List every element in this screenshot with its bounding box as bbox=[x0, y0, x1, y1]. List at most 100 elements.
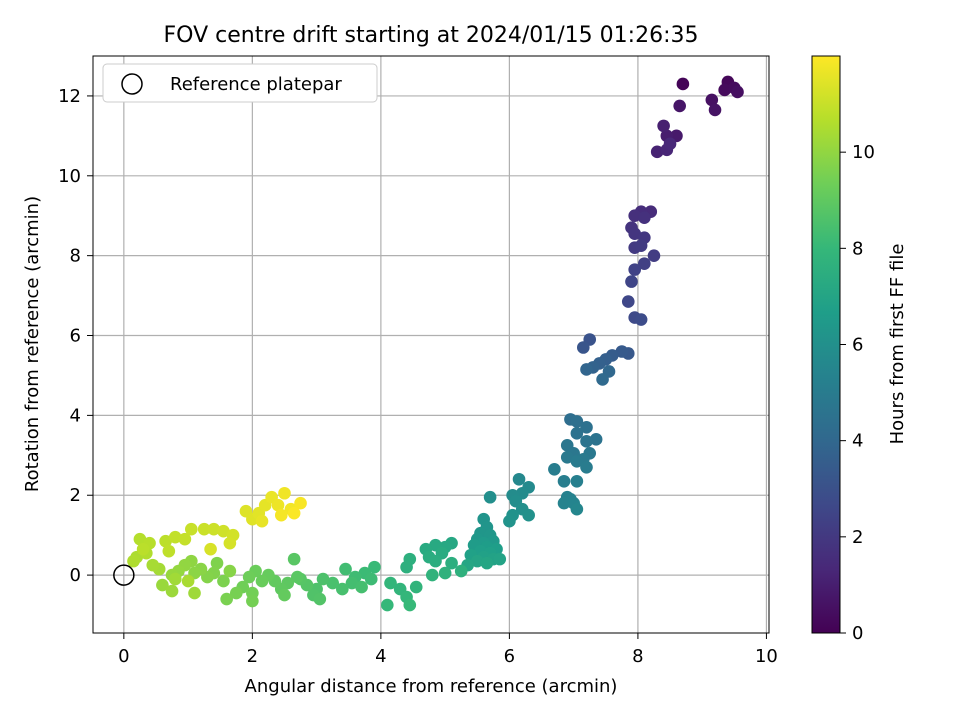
data-point bbox=[181, 574, 195, 588]
data-point bbox=[168, 572, 182, 586]
data-point bbox=[570, 502, 584, 516]
data-point bbox=[133, 532, 147, 546]
x-tick-label: 6 bbox=[504, 646, 515, 667]
data-point bbox=[188, 586, 201, 600]
data-point bbox=[223, 536, 237, 550]
data-point bbox=[204, 542, 217, 556]
data-point bbox=[210, 556, 224, 570]
data-point bbox=[570, 454, 584, 468]
data-point bbox=[708, 103, 722, 117]
x-axis-ticks: 0 2 4 6 8 10 bbox=[118, 633, 778, 667]
data-point bbox=[217, 524, 230, 538]
data-point bbox=[278, 588, 291, 602]
colorbar-tick-label: 4 bbox=[852, 431, 863, 452]
legend: Reference platepar bbox=[102, 63, 378, 103]
data-point bbox=[156, 578, 169, 592]
data-point bbox=[185, 522, 198, 536]
data-point bbox=[628, 263, 641, 276]
y-axis-label: Rotation from reference (arcmin) bbox=[22, 196, 43, 492]
y-tick-label: 2 bbox=[70, 485, 81, 506]
data-point bbox=[557, 474, 571, 488]
reference-platepar-marker bbox=[113, 564, 135, 586]
colorbar: 0 2 4 6 8 10 Hours from first FF file bbox=[811, 55, 908, 644]
data-point bbox=[580, 363, 593, 376]
data-point bbox=[718, 83, 731, 97]
data-point bbox=[647, 249, 661, 262]
data-point bbox=[493, 552, 507, 566]
plot-frame bbox=[92, 55, 770, 634]
legend-entry-label: Reference platepar bbox=[170, 74, 342, 95]
data-point bbox=[178, 532, 192, 546]
data-point bbox=[381, 598, 394, 612]
data-point bbox=[596, 373, 609, 386]
data-point bbox=[663, 137, 677, 151]
x-tick-label: 0 bbox=[118, 646, 129, 667]
data-point bbox=[242, 570, 256, 584]
data-point bbox=[336, 582, 349, 596]
y-axis-ticks: 0 2 4 6 8 10 12 bbox=[58, 86, 93, 586]
data-point bbox=[589, 433, 603, 446]
data-point bbox=[384, 576, 397, 590]
data-point bbox=[676, 77, 690, 91]
data-point bbox=[570, 427, 584, 440]
x-tick-label: 2 bbox=[247, 646, 258, 667]
data-point bbox=[650, 145, 664, 159]
y-tick-label: 8 bbox=[70, 246, 81, 267]
data-point bbox=[294, 496, 307, 510]
data-point bbox=[580, 435, 593, 448]
legend-marker-icon bbox=[121, 73, 143, 95]
colorbar-tick-label: 6 bbox=[852, 335, 863, 356]
colorbar-tick-label: 8 bbox=[852, 238, 863, 259]
colorbar-gradient bbox=[811, 55, 841, 634]
data-point bbox=[673, 99, 686, 113]
chart-title: FOV centre drift starting at 2024/01/15 … bbox=[164, 23, 699, 48]
data-point bbox=[560, 451, 574, 464]
data-point bbox=[638, 211, 651, 225]
data-point bbox=[220, 592, 233, 606]
data-point bbox=[470, 554, 484, 568]
data-point bbox=[634, 313, 648, 326]
data-point bbox=[403, 598, 417, 612]
data-point bbox=[229, 586, 243, 600]
data-point bbox=[425, 568, 439, 582]
colorbar-tick-label: 2 bbox=[852, 527, 863, 548]
y-tick-label: 0 bbox=[70, 565, 81, 586]
data-point bbox=[570, 415, 584, 428]
data-point bbox=[634, 239, 648, 252]
data-point bbox=[638, 257, 651, 270]
data-point bbox=[400, 560, 413, 574]
data-point bbox=[274, 508, 288, 522]
data-point bbox=[438, 566, 452, 580]
data-point bbox=[246, 594, 259, 608]
data-point bbox=[557, 496, 571, 510]
data-point bbox=[287, 506, 301, 520]
data-point bbox=[480, 556, 494, 570]
data-point bbox=[326, 576, 339, 590]
data-point bbox=[271, 498, 285, 512]
data-point bbox=[621, 295, 635, 308]
data-point bbox=[127, 554, 140, 568]
data-point bbox=[576, 341, 590, 354]
data-point bbox=[255, 574, 269, 588]
x-tick-label: 8 bbox=[632, 646, 643, 667]
data-point bbox=[570, 474, 584, 488]
x-tick-label: 4 bbox=[375, 646, 386, 667]
data-point bbox=[364, 572, 378, 586]
data-point bbox=[512, 472, 526, 486]
data-point bbox=[355, 580, 368, 594]
data-point bbox=[136, 542, 150, 556]
x-tick-label: 10 bbox=[755, 646, 778, 667]
data-point bbox=[223, 564, 237, 578]
data-point bbox=[255, 514, 269, 528]
data-point bbox=[159, 534, 172, 548]
data-point bbox=[207, 522, 221, 536]
data-point bbox=[454, 564, 468, 578]
data-point bbox=[278, 486, 291, 500]
data-point bbox=[429, 554, 442, 568]
data-point bbox=[580, 460, 593, 474]
data-points bbox=[127, 75, 744, 612]
data-point bbox=[313, 592, 327, 606]
data-point bbox=[731, 85, 744, 99]
